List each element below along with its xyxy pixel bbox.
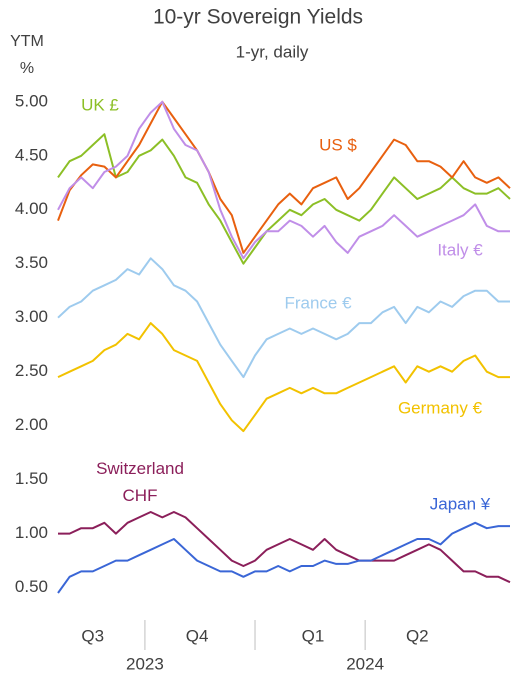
chart-title: 10-yr Sovereign Yields	[153, 6, 363, 29]
x-tick-label: Q3	[81, 626, 104, 645]
x-group-label: 2023	[126, 654, 164, 673]
x-tick-label: Q1	[302, 626, 325, 645]
series-label: France €	[284, 293, 352, 313]
y-tick-label: 1.50	[15, 469, 48, 488]
y-axis-label: %	[20, 60, 34, 77]
series-label: UK £	[81, 95, 119, 115]
y-tick-label: 3.00	[15, 307, 48, 326]
chart-subtitle: 1-yr, daily	[236, 42, 309, 61]
series-label: Switzerland CHF	[96, 459, 184, 505]
x-group-label: 2024	[346, 654, 384, 673]
y-tick-label: 5.00	[15, 91, 48, 110]
y-tick-label: 4.00	[15, 199, 48, 218]
series-line	[58, 511, 511, 584]
x-tick-label: Q4	[186, 626, 209, 645]
y-tick-label: 2.50	[15, 361, 48, 380]
series-label: US $	[319, 135, 357, 155]
series-line	[57, 100, 510, 260]
series-label: Germany €	[397, 398, 483, 418]
x-tick-label: Q2	[406, 626, 429, 645]
series-line	[57, 100, 511, 254]
series-line	[57, 257, 510, 379]
series-label: Italy €	[437, 240, 483, 260]
y-tick-label: 4.50	[15, 145, 48, 164]
y-tick-label: 0.50	[15, 577, 48, 596]
series-line	[57, 322, 510, 433]
series-label: Japan ¥	[429, 494, 491, 514]
y-tick-label: 2.00	[15, 415, 48, 434]
series-line	[57, 521, 510, 594]
y-axis-label: YTM	[10, 33, 44, 50]
y-tick-label: 1.00	[15, 523, 48, 542]
series-line	[57, 133, 511, 265]
y-tick-label: 3.50	[15, 253, 48, 272]
